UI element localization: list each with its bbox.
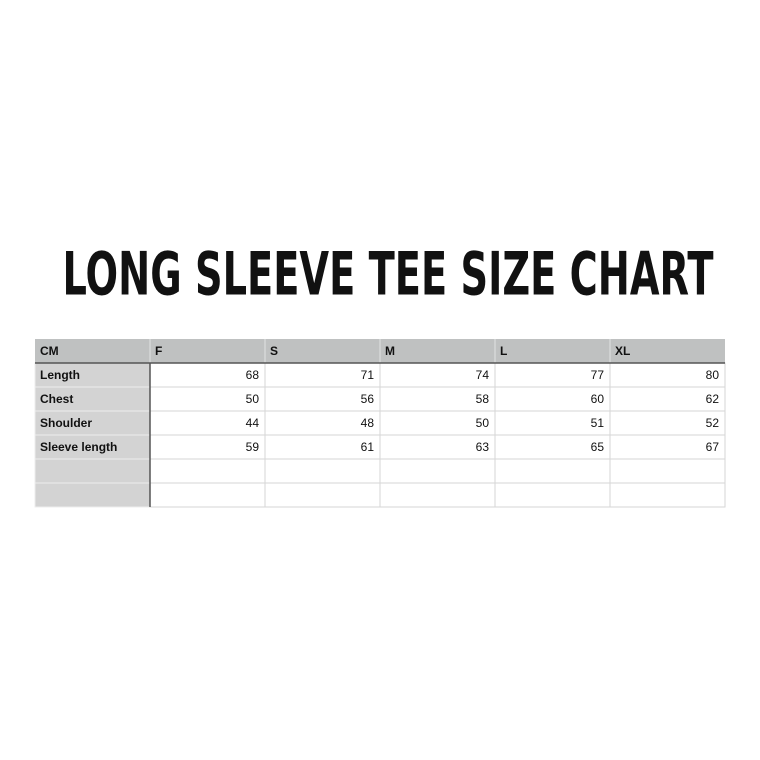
cell-value: 80: [706, 368, 720, 382]
cell: [264, 434, 381, 460]
cell: [494, 362, 611, 388]
cell-value: 61: [361, 440, 375, 454]
column-header: S: [270, 344, 278, 358]
row-label-bg: [34, 482, 151, 508]
cell: [494, 434, 611, 460]
cell-value: 50: [246, 392, 260, 406]
cell-value: 60: [591, 392, 605, 406]
cell: [379, 482, 496, 508]
cell-value: 62: [706, 392, 720, 406]
cell-value: 56: [361, 392, 375, 406]
cell: [494, 458, 611, 484]
cell: [609, 482, 726, 508]
cell: [149, 482, 266, 508]
cell: [494, 386, 611, 412]
cell: [149, 458, 266, 484]
row-label-bg: [34, 386, 151, 412]
cell-value: 44: [246, 416, 260, 430]
size-table: CM F S M L XL Length 68 71 74 77 80 Chest 50 56 58 60 62 S…: [34, 339, 726, 508]
cell-value: 63: [476, 440, 490, 454]
cell: [609, 458, 726, 484]
row-label: Shoulder: [40, 416, 92, 430]
cell-value: 51: [591, 416, 605, 430]
row-label-bg: [34, 410, 151, 436]
cell-value: 74: [476, 368, 490, 382]
cell: [149, 434, 266, 460]
cell: [379, 410, 496, 436]
cell-value: 67: [706, 440, 720, 454]
row-label-bg: [34, 362, 151, 388]
row-label: Chest: [40, 392, 73, 406]
column-header: XL: [615, 344, 630, 358]
cell: [379, 362, 496, 388]
cell: [494, 482, 611, 508]
cell: [264, 482, 381, 508]
cell: [264, 386, 381, 412]
column-header: L: [500, 344, 507, 358]
cell: [494, 410, 611, 436]
cell: [149, 362, 266, 388]
cell: [609, 434, 726, 460]
cell: [379, 458, 496, 484]
cell-value: 59: [246, 440, 260, 454]
row-label: Length: [40, 368, 80, 382]
cell: [264, 410, 381, 436]
cell-value: 48: [361, 416, 375, 430]
title: LONG SLEEVE TEE SIZE CHART: [63, 240, 714, 310]
cell: [264, 458, 381, 484]
cell-value: 58: [476, 392, 490, 406]
cell: [609, 386, 726, 412]
column-header: F: [155, 344, 162, 358]
column-header: CM: [40, 344, 59, 358]
row-label-bg: [34, 434, 151, 460]
cell-value: 68: [246, 368, 260, 382]
cell-value: 71: [361, 368, 375, 382]
cell-value: 65: [591, 440, 605, 454]
cell: [149, 410, 266, 436]
cell-value: 52: [706, 416, 720, 430]
column-header: M: [385, 344, 395, 358]
cell-value: 77: [591, 368, 605, 382]
cell: [379, 434, 496, 460]
cell-value: 50: [476, 416, 490, 430]
row-label: Sleeve length: [40, 440, 117, 454]
row-label-bg: [34, 458, 151, 484]
